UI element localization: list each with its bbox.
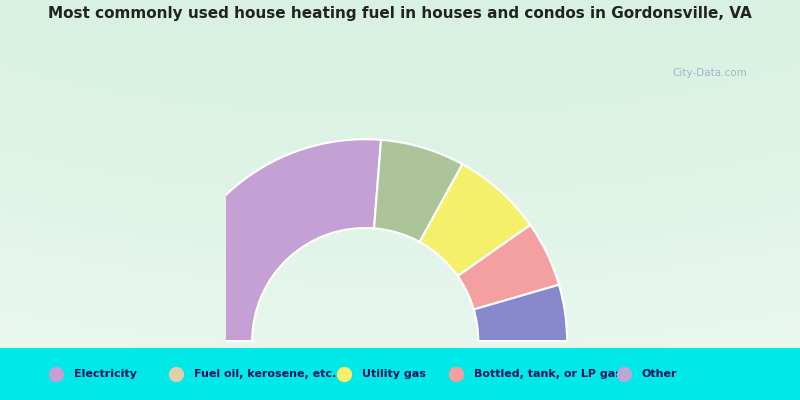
Text: Fuel oil, kerosene, etc.: Fuel oil, kerosene, etc. bbox=[194, 369, 336, 379]
Text: Electricity: Electricity bbox=[74, 369, 137, 379]
Text: City-Data.com: City-Data.com bbox=[672, 68, 746, 78]
Text: Bottled, tank, or LP gas: Bottled, tank, or LP gas bbox=[474, 369, 622, 379]
Wedge shape bbox=[163, 139, 381, 341]
Wedge shape bbox=[374, 140, 462, 242]
Text: Most commonly used house heating fuel in houses and condos in Gordonsville, VA: Most commonly used house heating fuel in… bbox=[48, 6, 752, 21]
Text: Other: Other bbox=[642, 369, 677, 379]
Wedge shape bbox=[458, 225, 559, 310]
Wedge shape bbox=[420, 164, 530, 276]
Wedge shape bbox=[474, 285, 567, 341]
Text: Utility gas: Utility gas bbox=[362, 369, 426, 379]
